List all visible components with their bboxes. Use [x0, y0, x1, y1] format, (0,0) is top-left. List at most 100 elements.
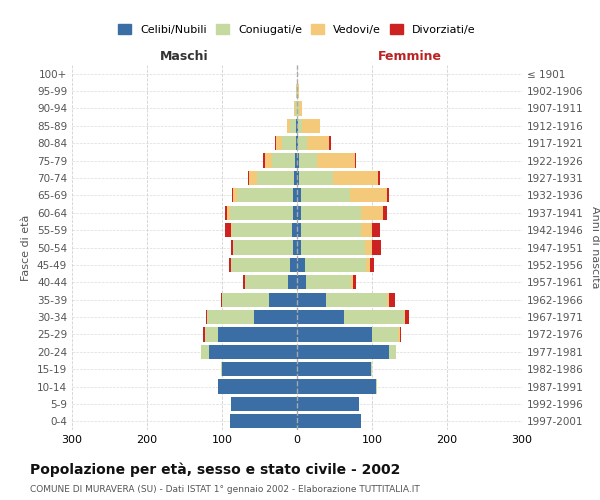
Bar [349, 188, 387, 202]
Bar [297, 328, 372, 342]
Bar [282, 136, 296, 150]
Bar [275, 136, 276, 150]
Bar [301, 240, 365, 254]
Bar [307, 136, 329, 150]
Bar [265, 154, 272, 168]
Bar [383, 206, 387, 220]
Bar [203, 328, 205, 342]
Legend: Celibi/Nubili, Coniugati/e, Vedovi/e, Divorziati/e: Celibi/Nubili, Coniugati/e, Vedovi/e, Di… [114, 20, 480, 39]
Bar [257, 171, 294, 185]
Bar [297, 84, 299, 98]
Bar [297, 102, 299, 116]
Bar [288, 275, 297, 289]
Bar [298, 136, 307, 150]
Bar [297, 380, 376, 394]
Bar [290, 258, 297, 272]
Bar [231, 258, 290, 272]
Bar [297, 344, 389, 359]
Bar [365, 240, 372, 254]
Bar [218, 380, 297, 394]
Bar [297, 118, 298, 133]
Bar [398, 328, 400, 342]
Bar [218, 328, 297, 342]
Bar [296, 118, 297, 133]
Bar [389, 292, 395, 307]
Bar [361, 206, 383, 220]
Text: COMUNE DI MURAVERA (SU) - Dati ISTAT 1° gennaio 2002 - Elaborazione TUTTITALIA.I: COMUNE DI MURAVERA (SU) - Dati ISTAT 1° … [30, 485, 420, 494]
Bar [222, 362, 297, 376]
Bar [237, 188, 293, 202]
Y-axis label: Fasce di età: Fasce di età [22, 214, 31, 280]
Bar [229, 414, 297, 428]
Bar [366, 258, 370, 272]
Bar [263, 154, 265, 168]
Bar [243, 275, 245, 289]
Bar [306, 275, 351, 289]
Bar [400, 328, 401, 342]
Bar [297, 275, 306, 289]
Bar [404, 310, 405, 324]
Bar [351, 275, 353, 289]
Bar [372, 240, 381, 254]
Bar [249, 171, 257, 185]
Bar [233, 188, 237, 202]
Bar [371, 362, 372, 376]
Bar [297, 188, 301, 202]
Bar [297, 414, 361, 428]
Bar [297, 223, 301, 237]
Bar [299, 171, 333, 185]
Bar [372, 328, 398, 342]
Bar [298, 118, 302, 133]
Bar [297, 362, 371, 376]
Bar [295, 102, 297, 116]
Text: Femmine: Femmine [377, 50, 442, 64]
Bar [225, 206, 227, 220]
Bar [405, 310, 409, 324]
Bar [378, 171, 380, 185]
Bar [297, 258, 305, 272]
Bar [333, 171, 378, 185]
Bar [317, 154, 355, 168]
Text: Maschi: Maschi [160, 50, 209, 64]
Bar [293, 188, 297, 202]
Bar [355, 154, 356, 168]
Bar [229, 258, 231, 272]
Bar [272, 154, 295, 168]
Bar [301, 206, 361, 220]
Bar [301, 188, 349, 202]
Bar [205, 310, 207, 324]
Bar [325, 292, 387, 307]
Bar [387, 292, 389, 307]
Bar [299, 102, 302, 116]
Bar [290, 118, 296, 133]
Bar [207, 310, 254, 324]
Bar [201, 344, 209, 359]
Bar [294, 171, 297, 185]
Bar [296, 136, 297, 150]
Bar [297, 397, 359, 411]
Bar [233, 240, 293, 254]
Bar [361, 223, 372, 237]
Bar [245, 275, 288, 289]
Bar [296, 84, 297, 98]
Bar [293, 240, 297, 254]
Bar [343, 310, 404, 324]
Bar [372, 223, 380, 237]
Bar [302, 118, 320, 133]
Bar [299, 154, 317, 168]
Bar [231, 240, 233, 254]
Bar [389, 344, 396, 359]
Bar [269, 292, 297, 307]
Bar [297, 310, 343, 324]
Bar [232, 223, 292, 237]
Bar [221, 292, 222, 307]
Bar [294, 102, 295, 116]
Bar [231, 397, 297, 411]
Y-axis label: Anni di nascita: Anni di nascita [590, 206, 600, 289]
Bar [229, 206, 293, 220]
Bar [376, 380, 377, 394]
Bar [225, 223, 231, 237]
Bar [297, 136, 298, 150]
Bar [297, 154, 299, 168]
Bar [232, 188, 233, 202]
